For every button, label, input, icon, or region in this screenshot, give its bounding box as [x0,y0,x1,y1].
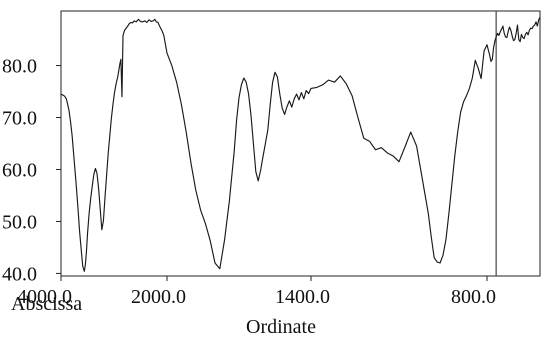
x-axis: 4000.0 2000.0 1400.0 800.0 [17,276,496,308]
x-axis-left-title: Abscissa [11,293,82,315]
y-tick-label: 40.0 [2,263,37,285]
y-axis: 40.0 50.0 60.0 70.0 80.0 [2,56,61,285]
x-tick-label: 800.0 [451,286,496,308]
y-tick-label: 80.0 [2,56,37,78]
x-tick-label: 1400.0 [275,286,330,308]
x-tick-label: 2000.0 [131,286,186,308]
y-tick-label: 70.0 [2,108,37,130]
x-tick-label: 4000.0 [17,286,72,308]
y-tick-label: 60.0 [2,159,37,181]
y-tick-label: 50.0 [2,211,37,233]
plot-frame [60,10,541,277]
spectrum-series-line [60,16,541,272]
x-axis-center-title: Ordinate [246,316,316,337]
